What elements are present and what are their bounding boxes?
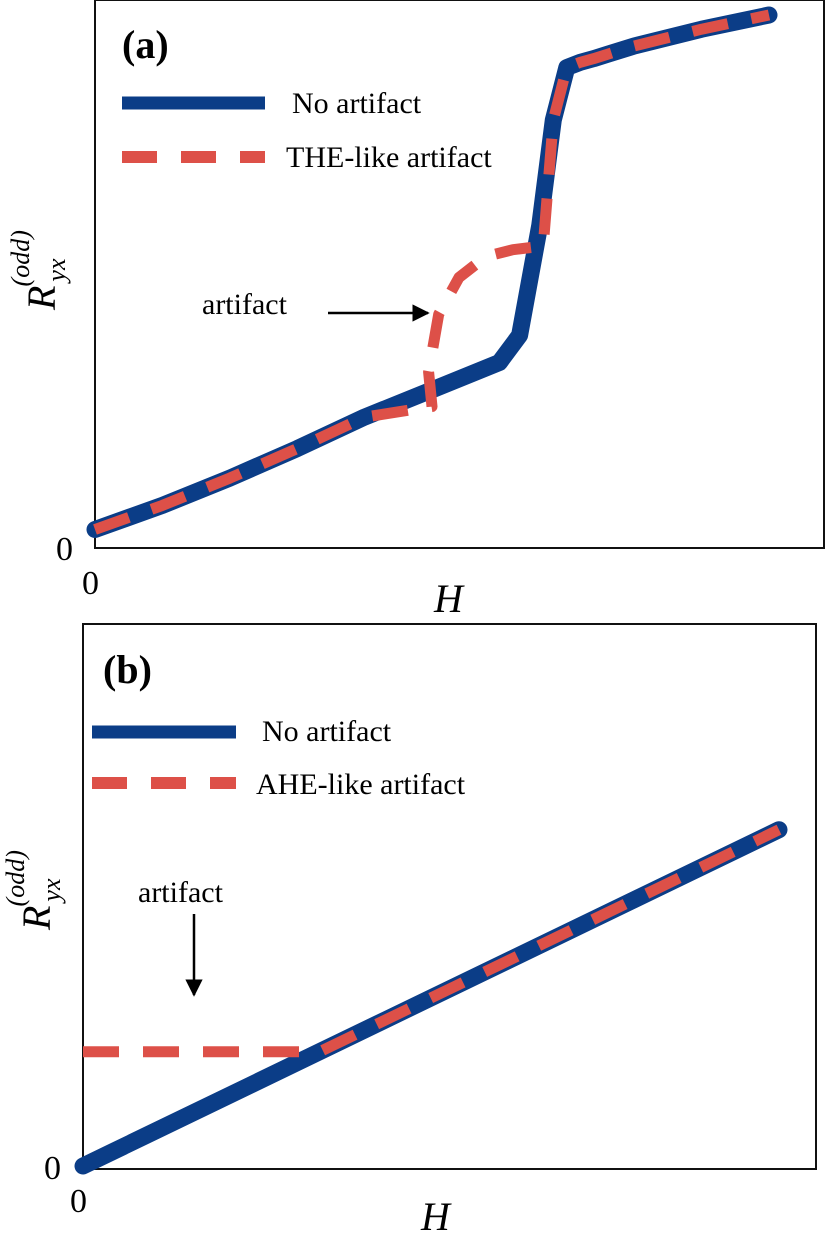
y-label-subscript: yx	[37, 878, 66, 905]
x-axis-label: H	[433, 576, 465, 621]
svg-text:R yx (odd): R yx (odd)	[1, 850, 66, 931]
annotation: artifact	[138, 876, 224, 997]
series-line-artifact	[83, 824, 782, 1058]
panel-label: (b)	[103, 647, 152, 692]
x-axis-label: H	[420, 1194, 452, 1235]
legend-label: No artifact	[262, 715, 392, 748]
plot-frame	[82, 623, 817, 1170]
x-tick-label: 0	[70, 1183, 87, 1220]
y-label-superscript: (odd)	[1, 850, 30, 906]
svg-text:R yx (odd): R yx (odd)	[6, 230, 71, 311]
legend-label: AHE-like artifact	[256, 768, 466, 801]
annotation-text: artifact	[138, 876, 224, 909]
y-label-main: R	[19, 286, 64, 311]
x-tick-label: 0	[82, 565, 99, 602]
legend-label: No artifact	[292, 87, 422, 120]
panel-a: (a) No artifact THE-like artifact artifa…	[6, 0, 825, 621]
panel-b: (b) No artifact AHE-like artifact artifa…	[1, 623, 817, 1235]
legend: No artifact AHE-like artifact	[92, 715, 466, 801]
y-label-subscript: yx	[42, 258, 71, 285]
plot-frame	[94, 0, 825, 549]
y-label-superscript: (odd)	[6, 230, 35, 286]
y-axis-label: R yx (odd)	[6, 230, 71, 311]
series-group	[74, 821, 788, 1175]
legend-label: THE-like artifact	[286, 141, 492, 174]
y-tick-label: 0	[44, 1150, 61, 1187]
annotation: artifact	[202, 288, 430, 322]
series-group	[86, 6, 778, 538]
series-line-no-artifact	[86, 6, 778, 538]
annotation-text: artifact	[202, 288, 288, 321]
panel-label: (a)	[122, 22, 169, 67]
y-tick-label: 0	[56, 531, 73, 568]
legend: No artifact THE-like artifact	[122, 87, 492, 174]
y-label-main: R	[14, 906, 59, 931]
series-line-artifact	[93, 9, 771, 535]
y-axis-label: R yx (odd)	[1, 850, 66, 931]
